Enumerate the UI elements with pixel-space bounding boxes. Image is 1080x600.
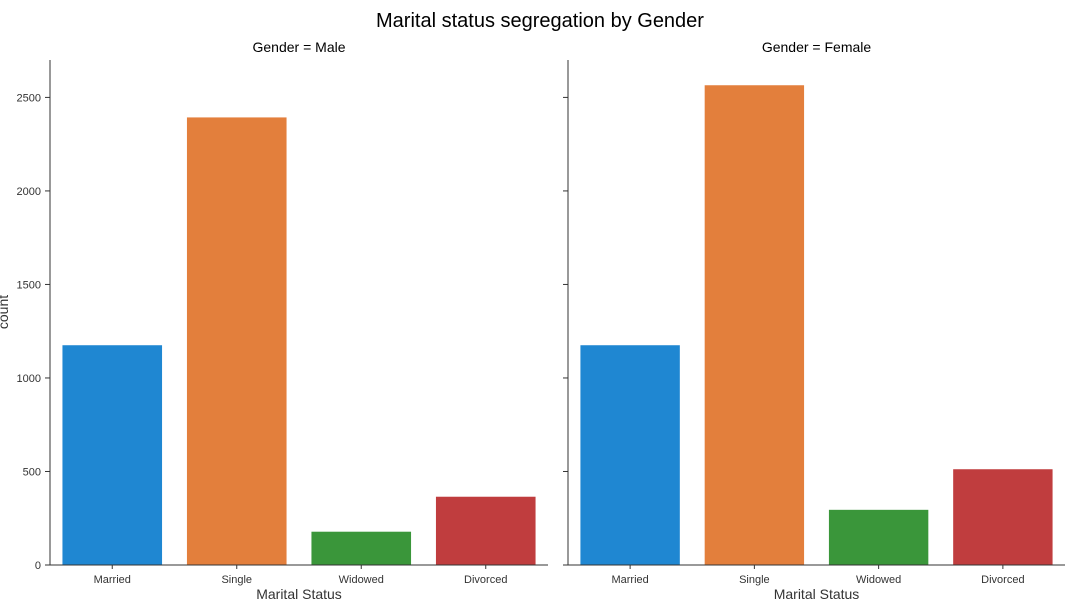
panel-2: Gender = Female Married Single Widowed Divor… (563, 39, 1065, 600)
y-tick-label: 2000 (17, 186, 41, 198)
bar-single (704, 85, 805, 565)
y-tick-label: 0 (35, 560, 41, 572)
panel-1: Gender = Male Married Single Widowed Divorce… (17, 39, 548, 600)
x-tick-label: Single (221, 574, 252, 586)
x-tick-label: Single (739, 574, 770, 586)
x-tick-label: Widowed (856, 574, 901, 586)
y-tick-label: 1500 (17, 279, 41, 291)
bar-divorced (435, 496, 536, 565)
x-axis-label: Marital Status (256, 586, 342, 600)
bar-divorced (953, 469, 1053, 565)
y-tick-label: 1000 (17, 373, 41, 385)
y-tick-label: 2500 (17, 92, 41, 104)
x-tick-label: Widowed (339, 574, 384, 586)
bar-widowed (828, 509, 929, 565)
bar-married (62, 345, 163, 565)
chart-title: Marital status segregation by Gender (376, 10, 704, 32)
x-axis-label: Marital Status (774, 586, 860, 600)
y-tick-label: 500 (23, 466, 41, 478)
bar-married (580, 345, 680, 565)
y-axis-label: count (0, 295, 11, 329)
bar-widowed (311, 531, 412, 565)
x-tick-label: Divorced (981, 574, 1024, 586)
bar-single (186, 117, 287, 565)
x-tick-label: Divorced (464, 574, 507, 586)
x-tick-label: Married (611, 574, 648, 586)
panel-title: Gender = Male (253, 39, 346, 55)
chart-panels: Gender = Male Married Single Widowed Divorce… (0, 39, 1065, 600)
panel-title: Gender = Female (762, 39, 872, 55)
x-tick-label: Married (94, 574, 131, 586)
